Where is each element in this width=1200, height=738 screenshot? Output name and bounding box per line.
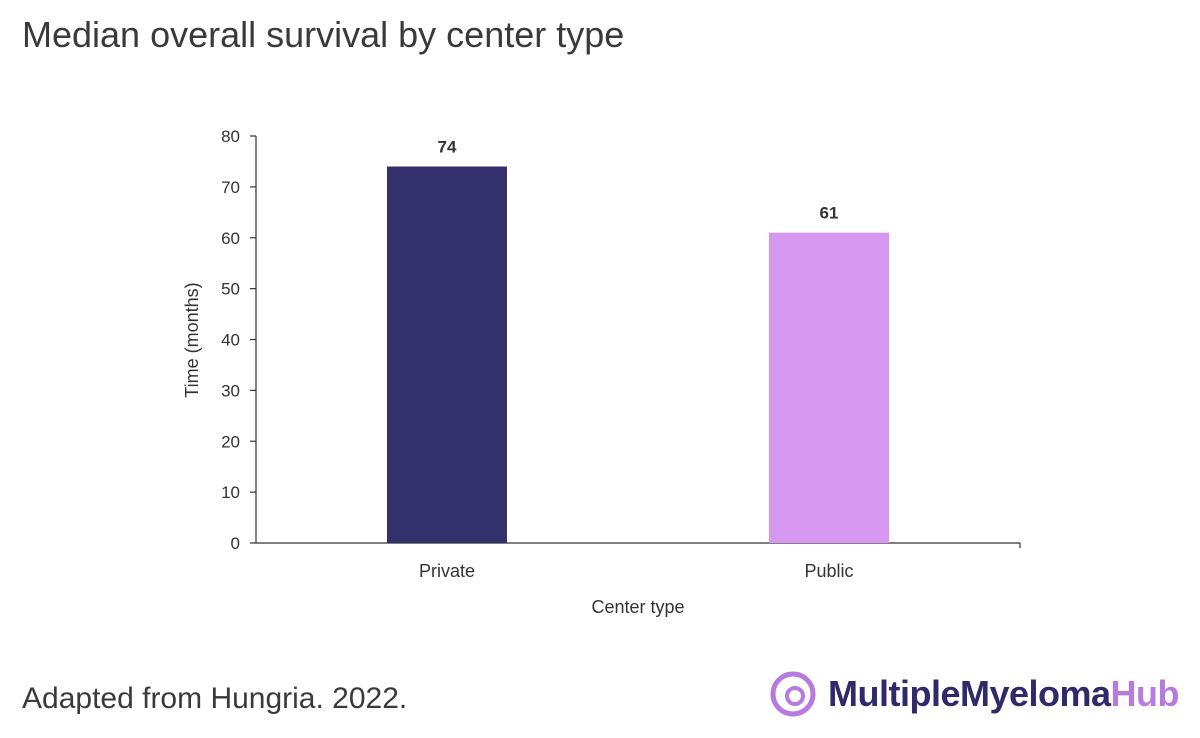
y-tick-label: 70 (221, 178, 240, 197)
x-tick-label: Private (419, 561, 475, 581)
bars (387, 166, 889, 543)
y-tick-label: 20 (221, 432, 240, 451)
y-tick-label: 10 (221, 483, 240, 502)
brand-logo: MultipleMyelomaHub (770, 668, 1180, 720)
x-axis-label: Center type (591, 597, 684, 617)
y-tick-label: 30 (221, 381, 240, 400)
bar-public (769, 232, 889, 543)
y-tick-label: 40 (221, 331, 240, 350)
source-note: Adapted from Hungria. 2022. (22, 682, 408, 715)
x-tick-label: Public (804, 561, 853, 581)
data-label: 61 (820, 204, 839, 223)
y-tick-label: 0 (231, 534, 240, 553)
chart-title: Median overall survival by center type (22, 14, 625, 55)
data-label: 74 (438, 138, 457, 157)
y-tick-label: 80 (221, 127, 240, 146)
data-labels: 74 61 (438, 138, 839, 223)
y-tick-label: 50 (221, 280, 240, 299)
logo-text-accent: Hub (1110, 673, 1180, 714)
y-axis-label: Time (months) (182, 282, 202, 397)
y-tick-label: 60 (221, 229, 240, 248)
bar-private (387, 166, 507, 543)
x-axis: Private Public (256, 542, 1021, 581)
logo-circle-icon (770, 671, 816, 717)
logo-text: MultipleMyelomaHub (828, 673, 1180, 715)
logo-text-main: MultipleMyeloma (828, 673, 1111, 714)
bar-chart: 0 10 20 30 40 50 60 70 80 Private Public 74 61 Tim… (182, 127, 1021, 617)
y-axis: 0 10 20 30 40 50 60 70 80 (221, 127, 257, 553)
